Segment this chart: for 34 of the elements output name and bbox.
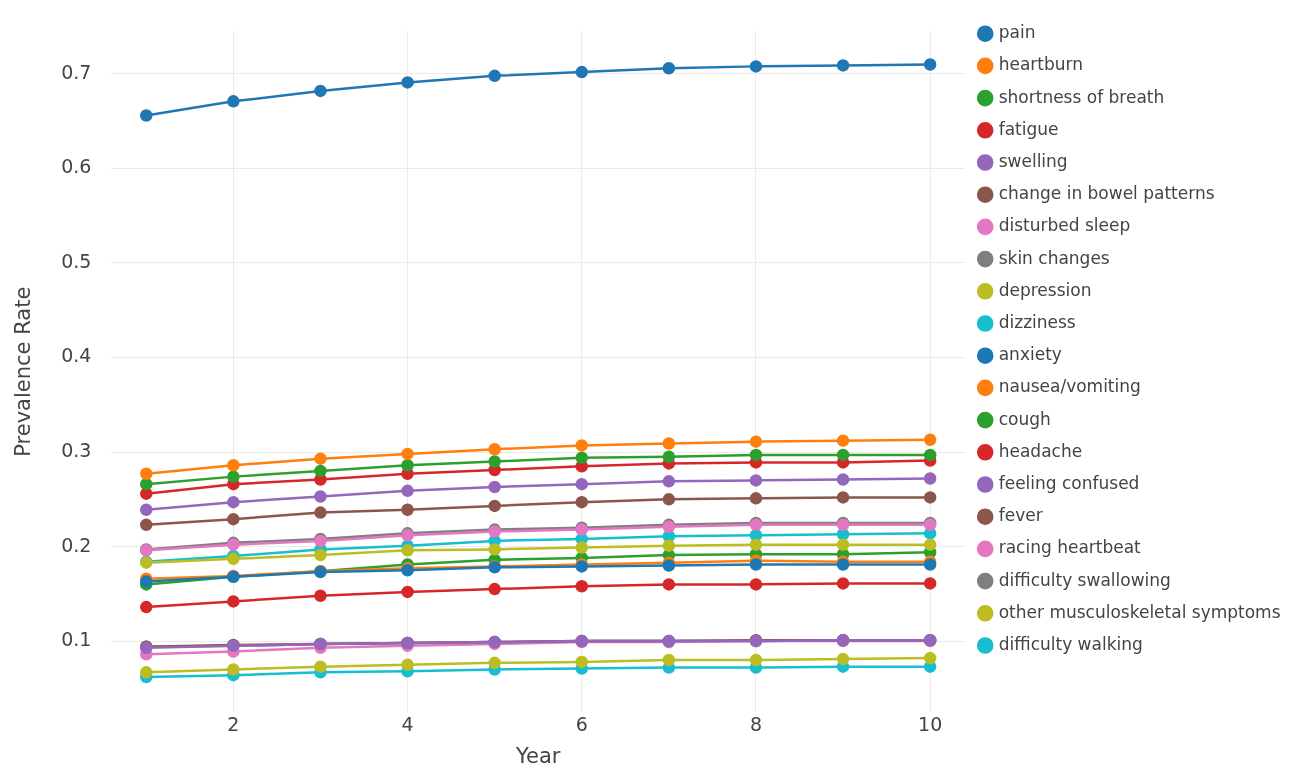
y-tick-label: 0.5 [61,249,92,272]
legend-label: difficulty walking [998,633,1143,654]
x-tick-label: 6 [575,713,588,736]
x-tick-label: 10 [918,713,943,736]
legend-label: fatigue [998,118,1059,139]
legend-label: swelling [998,150,1068,171]
legend-label: skin changes [998,247,1110,268]
legend-label: other musculoskeletal symptoms [998,601,1281,622]
legend-label: nausea/vomiting [998,376,1141,397]
x-axis-title: Year [514,743,561,768]
legend-label: racing heartbeat [998,537,1142,558]
y-tick-label: 0.6 [61,155,92,178]
legend-label: disturbed sleep [998,215,1131,236]
y-tick-label: 0.4 [61,344,92,367]
legend-label: anxiety [998,344,1062,365]
legend-label: cough [998,408,1051,429]
legend-label: change in bowel patterns [998,183,1215,204]
legend-label: heartburn [998,54,1084,75]
y-tick-label: 0.3 [61,438,92,461]
legend-label: dizziness [998,311,1076,332]
x-tick-label: 8 [749,713,763,736]
legend-label: pain [998,22,1036,43]
legend-label: depression [998,279,1092,300]
y-axis-title: Prevalence Rate [11,286,36,457]
legend-label: headache [998,440,1083,461]
legend-label: difficulty swallowing [998,569,1171,590]
x-tick-label: 2 [227,713,240,736]
legend-label: feeling confused [998,472,1140,493]
x-tick-label: 4 [401,713,414,736]
y-tick-label: 0.1 [61,628,92,651]
legend-label: shortness of breath [998,86,1165,107]
y-tick-label: 0.7 [61,60,92,83]
legend-label: fever [998,505,1043,526]
y-tick-label: 0.2 [61,533,92,556]
